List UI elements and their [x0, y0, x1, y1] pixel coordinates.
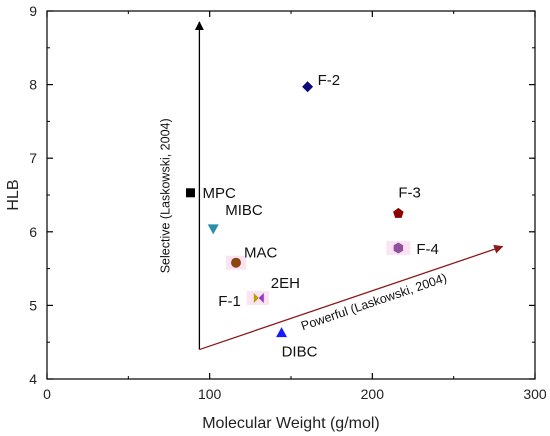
point-f-2-marker — [302, 81, 314, 93]
y-tick-label: 5 — [29, 297, 37, 313]
point-f-4-label: F-4 — [416, 241, 439, 258]
x-tick-label: 0 — [43, 386, 51, 402]
x-axis-title: Molecular Weight (g/mol) — [202, 415, 380, 432]
point-2eh-label: 2EH — [271, 275, 300, 292]
powerful-label: Powerful (Laskowski, 2004) — [299, 271, 448, 333]
x-tick-label: 100 — [198, 386, 222, 402]
point-dibc-label: DIBC — [282, 344, 318, 361]
y-tick-label: 8 — [29, 77, 37, 93]
point-mpc-marker — [185, 188, 195, 198]
data-points: MPC F-2 MIBC MAC 2EH F-1 DIBC F-3 F-4 — [185, 72, 439, 361]
point-f-4-marker — [393, 242, 404, 254]
x-axis-ticks: 0 100 200 300 — [43, 11, 547, 402]
y-tick-label: 6 — [29, 224, 37, 240]
y-tick-label: 9 — [29, 3, 37, 19]
y-axis-title: HLB — [5, 179, 22, 210]
point-mac-label: MAC — [244, 245, 278, 262]
point-2eh-marker — [258, 293, 264, 304]
y-tick-label: 7 — [29, 150, 37, 166]
point-mpc-label: MPC — [202, 185, 236, 202]
point-f-3-marker — [393, 207, 404, 218]
point-mac-marker — [231, 257, 242, 268]
x-tick-label: 200 — [361, 386, 385, 402]
point-f-2-label: F-2 — [318, 72, 341, 89]
point-mibc-marker — [207, 224, 219, 235]
y-tick-label: 4 — [29, 371, 37, 387]
plot-border — [46, 10, 536, 380]
y-axis-ticks: 4 5 6 7 8 9 — [29, 3, 535, 387]
point-mibc-label: MIBC — [225, 202, 263, 219]
x-tick-label: 300 — [523, 386, 547, 402]
point-f-1-label: F-1 — [218, 293, 241, 310]
powerful-arrow — [199, 244, 504, 351]
selective-label: Selective (Laskowski, 2004) — [158, 118, 172, 273]
bowtie-left — [253, 293, 259, 304]
point-dibc-marker — [276, 327, 288, 338]
point-f-3-label: F-3 — [398, 184, 421, 201]
plot-frame — [46, 10, 536, 380]
